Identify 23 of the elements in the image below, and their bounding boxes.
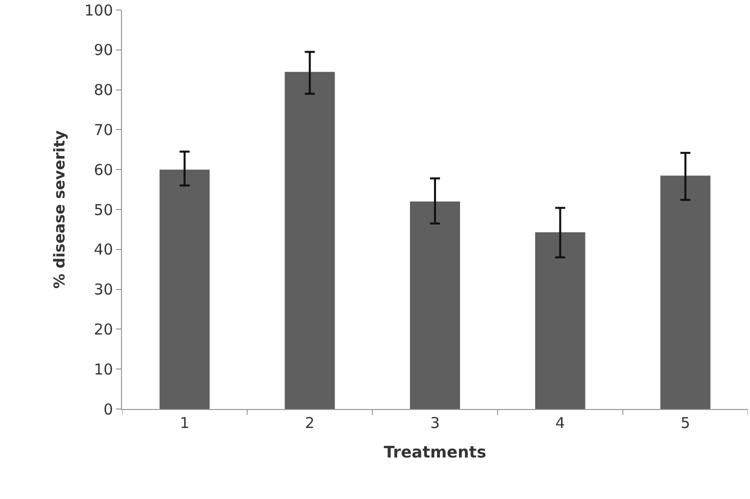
x-tick-label: 4	[555, 414, 565, 432]
x-tick-label: 2	[305, 414, 315, 432]
y-tick-label: 100	[84, 1, 113, 20]
x-tick-label: 3	[430, 414, 440, 432]
x-tick-label: 1	[180, 414, 190, 432]
x-axis-title: Treatments	[384, 442, 486, 462]
y-tick-label: 70	[94, 120, 113, 139]
y-tick-label: 50	[94, 200, 113, 219]
y-tick-label: 10	[94, 360, 113, 378]
y-tick-label: 40	[94, 240, 113, 259]
y-tick-label: 90	[94, 41, 113, 60]
bar	[160, 170, 210, 409]
bar	[284, 72, 335, 409]
y-tick-label: 0	[103, 400, 113, 418]
bar	[535, 232, 586, 409]
y-tick-label: 30	[94, 280, 113, 299]
y-tick-label: 80	[94, 81, 113, 100]
y-tick-label: 60	[94, 160, 113, 179]
y-axis-title: % disease severity	[50, 130, 69, 289]
x-tick-label: 5	[680, 414, 690, 432]
bar	[660, 176, 710, 409]
bar	[410, 202, 460, 409]
y-tick-label: 20	[94, 320, 113, 338]
